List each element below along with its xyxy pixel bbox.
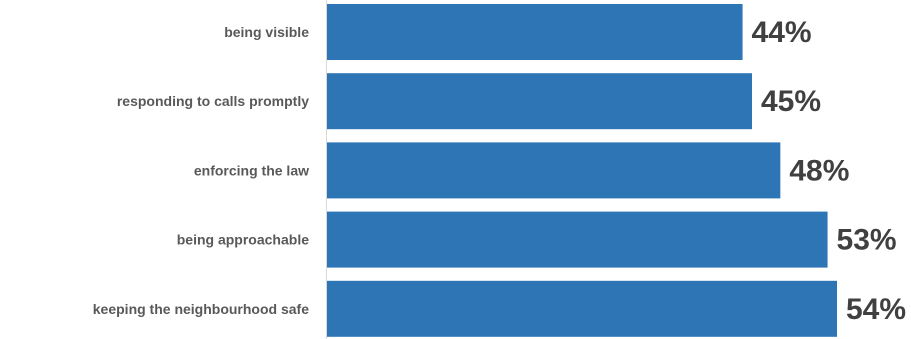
value-label: 54%: [846, 293, 906, 326]
category-label: enforcing the law: [194, 162, 309, 178]
value-label: 45%: [761, 85, 821, 118]
bar: [327, 211, 828, 268]
value-label: 48%: [789, 154, 849, 187]
category-label: being approachable: [177, 232, 309, 248]
bar: [327, 73, 752, 130]
category-labels-group: being visible responding to calls promptl…: [93, 24, 309, 317]
category-label: keeping the neighbourhood safe: [93, 301, 309, 317]
value-label: 44%: [752, 16, 812, 49]
category-label: responding to calls promptly: [117, 93, 309, 109]
value-label: 53%: [837, 224, 897, 257]
category-label: being visible: [224, 24, 309, 40]
bar: [327, 4, 743, 60]
value-labels-group: 44% 45% 48% 53% 54%: [752, 16, 906, 326]
bars-group: [327, 4, 837, 337]
bar: [327, 142, 781, 199]
bar: [327, 280, 837, 337]
